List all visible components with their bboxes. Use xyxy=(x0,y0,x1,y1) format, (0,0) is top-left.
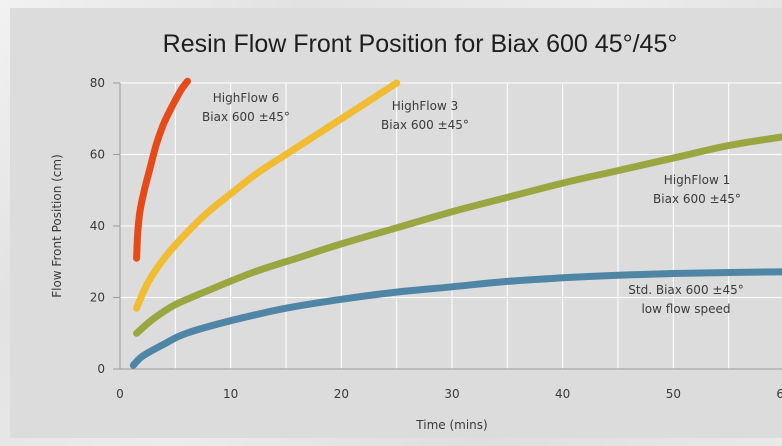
x-tick-label: 30 xyxy=(444,387,459,401)
chart-title: Resin Flow Front Position for Biax 600 4… xyxy=(163,30,678,58)
x-tick-label: 10 xyxy=(223,387,238,401)
x-axis-label: Time (mins) xyxy=(415,418,487,432)
annotation-line: Biax 600 ±45° xyxy=(381,118,469,132)
annotation-line: Biax 600 ±45° xyxy=(653,192,741,206)
annotation-layer: HighFlow 6 Biax 600 ±45° HighFlow 3 Biax 60… xyxy=(202,91,744,316)
y-tick-label: 80 xyxy=(90,76,105,90)
series-line-highflow-1 xyxy=(133,133,782,337)
y-tick-label: 20 xyxy=(90,291,105,305)
label-highflow-6: HighFlow 6 Biax 600 ±45° xyxy=(202,91,290,124)
series-layer xyxy=(129,77,782,369)
x-tick-label: 60 xyxy=(776,387,782,401)
y-axis-label: Flow Front Position (cm) xyxy=(50,154,64,298)
annotation-line: HighFlow 1 xyxy=(664,173,730,187)
series-line-standard-biax xyxy=(129,268,782,369)
series-line-highflow-6 xyxy=(133,77,191,262)
label-highflow-1: HighFlow 1 Biax 600 ±45° xyxy=(653,173,741,206)
x-tick-label: 40 xyxy=(555,387,570,401)
annotation-line: Std. Biax 600 ±45° xyxy=(628,283,743,297)
x-tick-label: 20 xyxy=(334,387,349,401)
annotation-line: Biax 600 ±45° xyxy=(202,110,290,124)
label-highflow-3: HighFlow 3 Biax 600 ±45° xyxy=(381,99,469,132)
x-tick-label: 50 xyxy=(666,387,681,401)
annotation-line: HighFlow 3 xyxy=(392,99,458,113)
y-tick-label: 60 xyxy=(90,148,105,162)
label-standard-biax: Std. Biax 600 ±45° low flow speed xyxy=(628,283,743,316)
annotation-line: HighFlow 6 xyxy=(213,91,279,105)
y-tick-label: 40 xyxy=(90,219,105,233)
tick-layer: 0 20 40 60 80 0 10 20 30 40 50 60 xyxy=(90,76,782,401)
series-line-highflow-3 xyxy=(133,79,401,312)
grid-layer xyxy=(119,82,782,370)
x-tick-label: 0 xyxy=(116,387,124,401)
y-tick-label: 0 xyxy=(97,362,105,376)
annotation-line: low flow speed xyxy=(641,302,730,316)
